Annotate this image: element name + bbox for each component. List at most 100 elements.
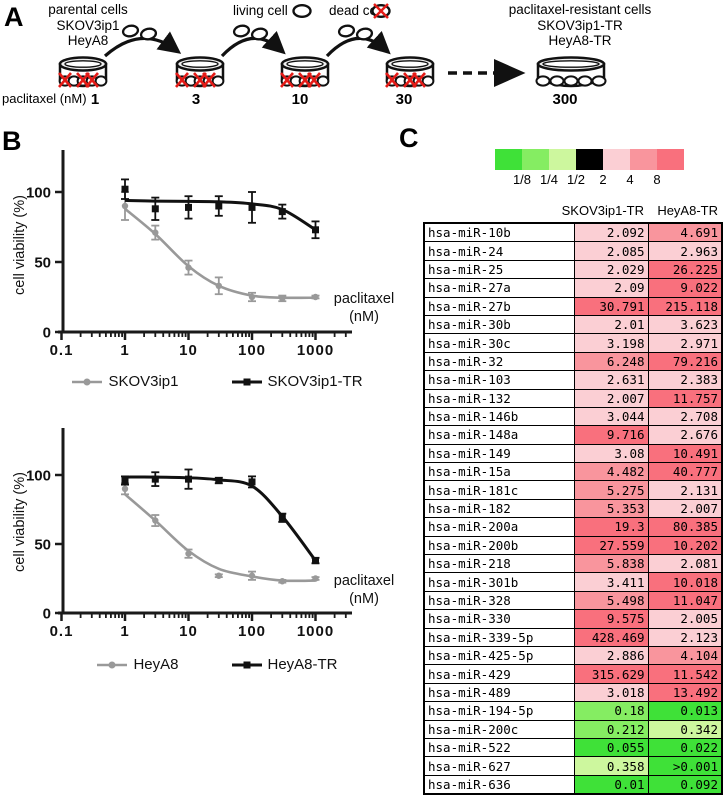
fold-change-value-cell: 0.212: [574, 720, 648, 738]
mirna-table-row: hsa-miR-200a 19.3 80.385: [425, 517, 721, 536]
mirna-name-cell: hsa-miR-15a: [425, 463, 574, 481]
living-cell-icon: [563, 75, 579, 87]
mirna-table-row: hsa-miR-103 2.631 2.383: [425, 370, 721, 389]
mirna-name-cell: hsa-miR-200b: [425, 536, 574, 555]
resistant-cells-caption: paclitaxel-resistant cells SKOV3ip1-TR H…: [495, 2, 665, 49]
panel-b-label: B: [2, 126, 22, 156]
living-cell-icon: [292, 3, 312, 19]
legend-item-skov3ip1-tr: SKOV3ip1-TR: [231, 373, 363, 390]
fold-change-value-cell: 2.005: [647, 610, 721, 628]
transferred-cell-icon: [232, 24, 251, 38]
data-point: [215, 282, 222, 289]
fold-change-value-cell: 5.838: [574, 555, 648, 573]
data-point: [151, 205, 159, 213]
mirna-name-cell: hsa-miR-200c: [425, 720, 574, 738]
resistant-cells-line1: paclitaxel-resistant cells: [508, 2, 652, 17]
fold-change-value-cell: 5.498: [574, 591, 648, 610]
panel-c-label: C: [399, 123, 419, 153]
x-tick-label: 0.1: [50, 623, 74, 640]
fold-change-value-cell: 2.085: [574, 242, 648, 260]
fold-change-value-cell: 80.385: [647, 518, 721, 536]
transferred-cell-icon: [139, 27, 158, 41]
mirna-name-cell: hsa-miR-301b: [425, 573, 574, 591]
mirna-name-cell: hsa-miR-489: [425, 683, 574, 702]
mirna-name-cell: hsa-miR-10b: [425, 224, 574, 242]
fold-change-value-cell: 0.092: [647, 775, 721, 794]
fold-change-value-cell: 2.007: [647, 499, 721, 518]
resistant-cells-line2: SKOV3ip1-TR: [537, 17, 623, 33]
legend-item-heya8: HeyA8: [96, 656, 179, 673]
data-point: [121, 477, 129, 485]
mirna-table-row: hsa-miR-301b 3.411 10.018: [425, 572, 721, 591]
transfer-arrow-icon: [325, 30, 391, 58]
mirna-name-cell: hsa-miR-30b: [425, 315, 574, 334]
fold-change-value-cell: 2.631: [574, 371, 648, 389]
fold-change-value-cell: 0.022: [647, 738, 721, 757]
transfer-arrow-icon: [220, 30, 286, 58]
series-SKOV3ip1: [121, 191, 320, 303]
parental-cells-line2: SKOV3ip1: [56, 17, 120, 33]
data-point: [185, 550, 192, 557]
transferred-cell-icon: [121, 24, 140, 38]
black-line-square-marker-icon: [231, 378, 262, 385]
mirna-table-row: hsa-miR-132 2.007 11.757: [425, 388, 721, 407]
heya8-viability-chart: 0 50 100 0.1 1 10 100 1000 cell viability (%) pac…: [12, 428, 394, 640]
fold-change-value-cell: 2.123: [647, 628, 721, 646]
legend-label-heya8: HeyA8: [133, 656, 179, 673]
data-point: [279, 578, 286, 585]
fold-change-value-cell: 40.777: [647, 463, 721, 481]
fold-change-value-cell: 215.118: [647, 297, 721, 315]
dose-300: 300: [552, 91, 578, 108]
x-tick-label: 100: [238, 623, 266, 640]
x-tick-label: 10: [179, 342, 198, 359]
axes: 0 50 100 0.1 1 10 100 1000: [26, 428, 352, 640]
legend-item-heya8-tr: HeyA8-TR: [231, 656, 338, 673]
transferred-cell-icon: [355, 27, 374, 41]
dose-axis-label: paclitaxel (nM): [2, 91, 87, 106]
fold-change-value-cell: 11.757: [647, 389, 721, 407]
culture-dish-icon: [385, 56, 435, 88]
y-axis-label: cell viability (%): [12, 195, 28, 295]
mirna-name-cell: hsa-miR-24: [425, 242, 574, 260]
fold-change-value-cell: 2.708: [647, 407, 721, 426]
mirna-table-row: hsa-miR-200c 0.212 0.342: [425, 719, 721, 738]
data-point: [152, 517, 159, 524]
mirna-name-cell: hsa-miR-30c: [425, 334, 574, 352]
parental-cells-line1: parental cells: [48, 2, 128, 17]
scale-threshold-label: 1/2: [566, 172, 586, 187]
data-point: [121, 485, 129, 492]
fold-change-value-cell: 2.09: [574, 279, 648, 297]
mirna-name-cell: hsa-miR-636: [425, 775, 574, 794]
legend-item-skov3ip1: SKOV3ip1: [71, 373, 179, 390]
mirna-table-row: hsa-miR-25 2.029 26.225: [425, 259, 721, 279]
mirna-name-cell: hsa-miR-328: [425, 591, 574, 610]
fold-change-value-cell: 2.383: [647, 371, 721, 389]
mirna-table-row: hsa-miR-489 3.018 13.492: [425, 682, 721, 702]
fold-change-value-cell: 0.342: [647, 720, 721, 738]
fold-change-value-cell: 0.013: [647, 702, 721, 720]
mirna-name-cell: hsa-miR-149: [425, 444, 574, 463]
scale-color-swatch: [576, 149, 603, 170]
legend-label-skov3ip1: SKOV3ip1: [108, 373, 179, 390]
mirna-name-cell: hsa-miR-330: [425, 610, 574, 628]
fold-change-value-cell: 2.007: [574, 389, 648, 407]
data-point: [215, 477, 223, 485]
fold-change-value-cell: 9.716: [574, 426, 648, 444]
y-axis-label: cell viability (%): [12, 472, 28, 572]
mirna-name-cell: hsa-miR-132: [425, 389, 574, 407]
mirna-table-row: hsa-miR-27b 30.791 215.118: [425, 296, 721, 315]
y-tick-label: 50: [34, 255, 51, 272]
culture-dish-icon: [175, 56, 225, 88]
data-point: [121, 185, 129, 193]
mirna-table-row: hsa-miR-27a 2.09 9.022: [425, 278, 721, 297]
culture-dish-icon: [280, 56, 330, 88]
living-cell-icon: [94, 75, 108, 87]
mirna-name-cell: hsa-miR-194-5p: [425, 702, 574, 720]
scale-threshold-label: 4: [626, 172, 634, 187]
mirna-name-cell: hsa-miR-429: [425, 665, 574, 683]
data-point: [121, 202, 129, 210]
mirna-table-row: hsa-miR-627 0.358 >0.001: [425, 756, 721, 775]
fold-change-value-cell: 11.542: [647, 665, 721, 683]
fold-change-value-cell: 10.491: [647, 444, 721, 463]
mirna-table-row: hsa-miR-200b 27.559 10.202: [425, 535, 721, 555]
